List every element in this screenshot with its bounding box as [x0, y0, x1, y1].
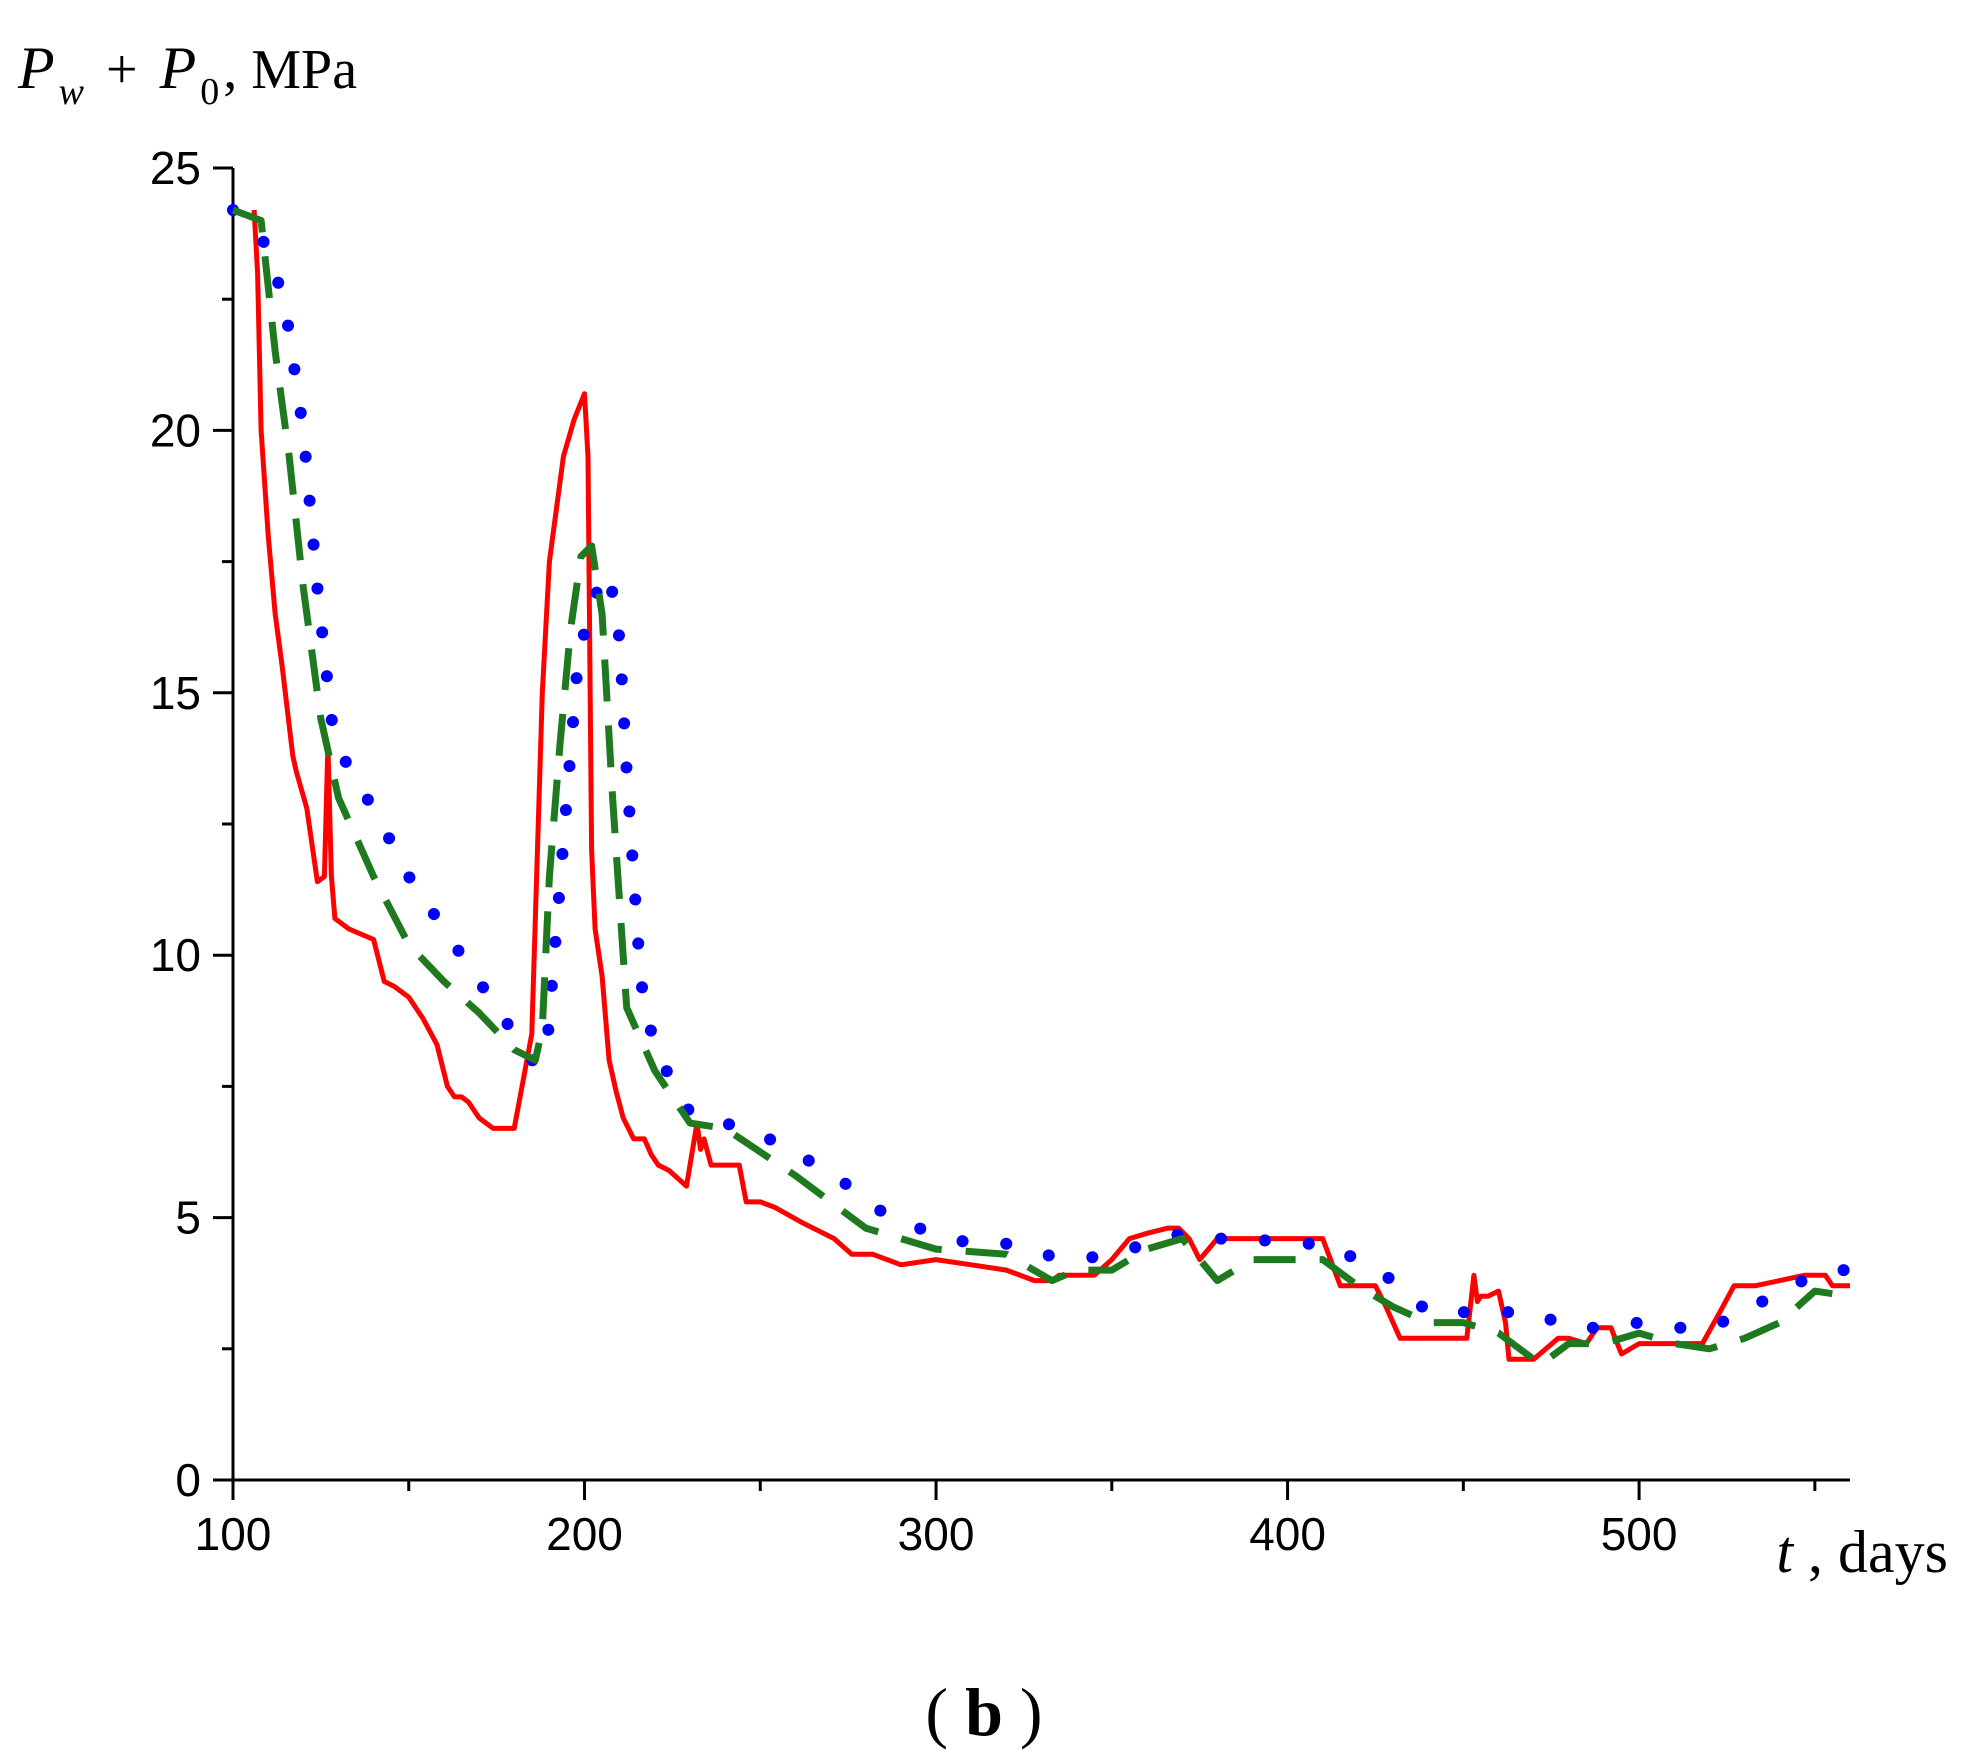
- panel-label-open: (: [925, 1674, 948, 1750]
- panel-label: ( b ): [925, 1674, 1042, 1750]
- panel-label-close: ): [1020, 1674, 1043, 1750]
- x-tick-label: 500: [1601, 1508, 1678, 1560]
- y-tick-label: 5: [175, 1192, 201, 1244]
- series-line-dotted: [227, 204, 1856, 1334]
- series-line-dashed: [231, 206, 1851, 1368]
- x-tick-label: 300: [898, 1508, 975, 1560]
- x-tick-label: 100: [195, 1508, 272, 1560]
- y-axis-title: P w + P 0 , MPa: [17, 35, 357, 113]
- y-title-p: P: [17, 35, 55, 101]
- y-tick-label: 20: [150, 404, 201, 456]
- y-title-unit: , MPa: [223, 39, 357, 101]
- x-tick-label: 200: [546, 1508, 623, 1560]
- x-axis-title: t , days: [1776, 1519, 1948, 1585]
- y-tick-label: 0: [175, 1454, 201, 1506]
- y-title-zero: 0: [200, 71, 219, 113]
- y-tick-label: 25: [150, 142, 201, 194]
- axes: 0 5 10 15 20 25 100 200 300 400 500: [150, 142, 1850, 1560]
- x-tick-label: 400: [1249, 1508, 1326, 1560]
- x-title-t: t: [1776, 1519, 1794, 1585]
- series-line-measured: [251, 209, 1850, 1362]
- y-title-w: w: [59, 71, 85, 113]
- y-tick-label: 15: [150, 667, 201, 719]
- panel-label-letter: b: [965, 1674, 1003, 1750]
- y-title-p2: P: [159, 35, 197, 101]
- x-title-unit: , days: [1808, 1519, 1948, 1585]
- series-layer: [227, 204, 1856, 1368]
- y-title-plus: +: [106, 39, 138, 101]
- y-tick-label: 10: [150, 929, 201, 981]
